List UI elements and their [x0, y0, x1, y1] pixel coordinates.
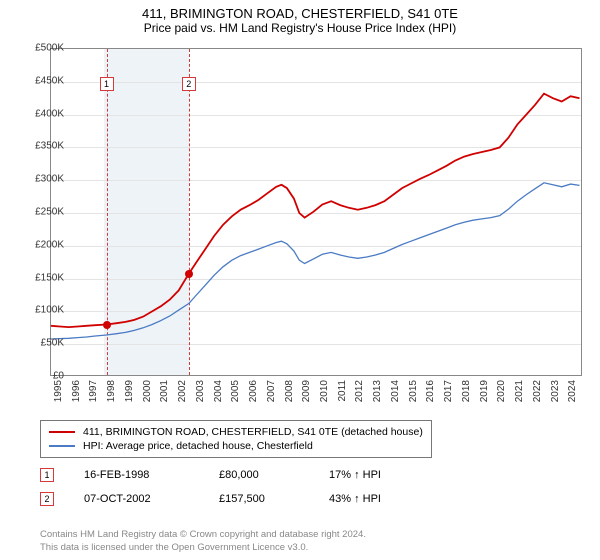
y-tick-label: £400K [35, 108, 64, 119]
x-tick-label: 1999 [124, 380, 135, 402]
x-tick-label: 2020 [496, 380, 507, 402]
x-tick-label: 2015 [408, 380, 419, 402]
y-tick-label: £100K [35, 305, 64, 316]
legend-box: 411, BRIMINGTON ROAD, CHESTERFIELD, S41 … [40, 420, 432, 458]
x-tick-label: 2014 [390, 380, 401, 402]
x-tick-label: 2004 [213, 380, 224, 402]
x-tick-label: 2000 [142, 380, 153, 402]
sale-date-1: 16-FEB-1998 [84, 469, 189, 481]
x-tick-label: 2016 [425, 380, 436, 402]
legend-swatch [49, 445, 75, 447]
footer-line-1: Contains HM Land Registry data © Crown c… [40, 529, 366, 541]
sale-date-2: 07-OCT-2002 [84, 493, 189, 505]
x-tick-label: 2022 [532, 380, 543, 402]
title-line1: 411, BRIMINGTON ROAD, CHESTERFIELD, S41 … [0, 0, 600, 21]
sale-delta-1: 17% ↑ HPI [329, 469, 381, 481]
x-tick-label: 2011 [337, 380, 348, 402]
x-tick-label: 1995 [53, 380, 64, 402]
sale-price-2: £157,500 [219, 493, 299, 505]
legend-row: 411, BRIMINGTON ROAD, CHESTERFIELD, S41 … [49, 425, 423, 439]
y-tick-label: £300K [35, 174, 64, 185]
x-tick-label: 1997 [88, 380, 99, 402]
y-tick-label: £200K [35, 239, 64, 250]
sale-dot [185, 270, 193, 278]
y-tick-label: £500K [35, 43, 64, 54]
y-tick-label: £250K [35, 207, 64, 218]
series-svg [51, 49, 583, 377]
chart-plot-area: 12 [50, 48, 582, 376]
x-tick-label: 1996 [71, 380, 82, 402]
x-tick-label: 2021 [514, 380, 525, 402]
sale-row-2: 2 07-OCT-2002 £157,500 43% ↑ HPI [40, 492, 381, 506]
sale-marker-1: 1 [40, 468, 54, 482]
y-tick-label: £450K [35, 75, 64, 86]
y-tick-label: £150K [35, 272, 64, 283]
legend-label: HPI: Average price, detached house, Ches… [83, 440, 313, 452]
x-tick-label: 2001 [159, 380, 170, 402]
series-property [51, 94, 580, 328]
sale-dot [103, 321, 111, 329]
sale-price-1: £80,000 [219, 469, 299, 481]
x-tick-label: 2012 [354, 380, 365, 402]
legend-swatch [49, 431, 75, 433]
x-tick-label: 1998 [106, 380, 117, 402]
title-line2: Price paid vs. HM Land Registry's House … [0, 21, 600, 39]
sale-delta-2: 43% ↑ HPI [329, 493, 381, 505]
x-tick-label: 2008 [284, 380, 295, 402]
x-tick-label: 2007 [266, 380, 277, 402]
x-tick-label: 2003 [195, 380, 206, 402]
legend-label: 411, BRIMINGTON ROAD, CHESTERFIELD, S41 … [83, 426, 423, 438]
container: 411, BRIMINGTON ROAD, CHESTERFIELD, S41 … [0, 0, 600, 560]
x-tick-label: 2019 [479, 380, 490, 402]
x-tick-label: 2002 [177, 380, 188, 402]
footer-attribution: Contains HM Land Registry data © Crown c… [40, 529, 366, 554]
x-tick-label: 2005 [230, 380, 241, 402]
x-tick-label: 2018 [461, 380, 472, 402]
footer-line-2: This data is licensed under the Open Gov… [40, 542, 366, 554]
x-tick-label: 2006 [248, 380, 259, 402]
x-tick-label: 2013 [372, 380, 383, 402]
series-hpi [51, 183, 580, 339]
sale-row-1: 1 16-FEB-1998 £80,000 17% ↑ HPI [40, 468, 381, 482]
y-tick-label: £350K [35, 141, 64, 152]
x-tick-label: 2023 [550, 380, 561, 402]
x-tick-label: 2009 [301, 380, 312, 402]
x-tick-label: 2024 [567, 380, 578, 402]
sale-marker-2: 2 [40, 492, 54, 506]
x-tick-label: 2010 [319, 380, 330, 402]
y-tick-label: £50K [41, 338, 64, 349]
x-tick-label: 2017 [443, 380, 454, 402]
legend-row: HPI: Average price, detached house, Ches… [49, 439, 423, 453]
